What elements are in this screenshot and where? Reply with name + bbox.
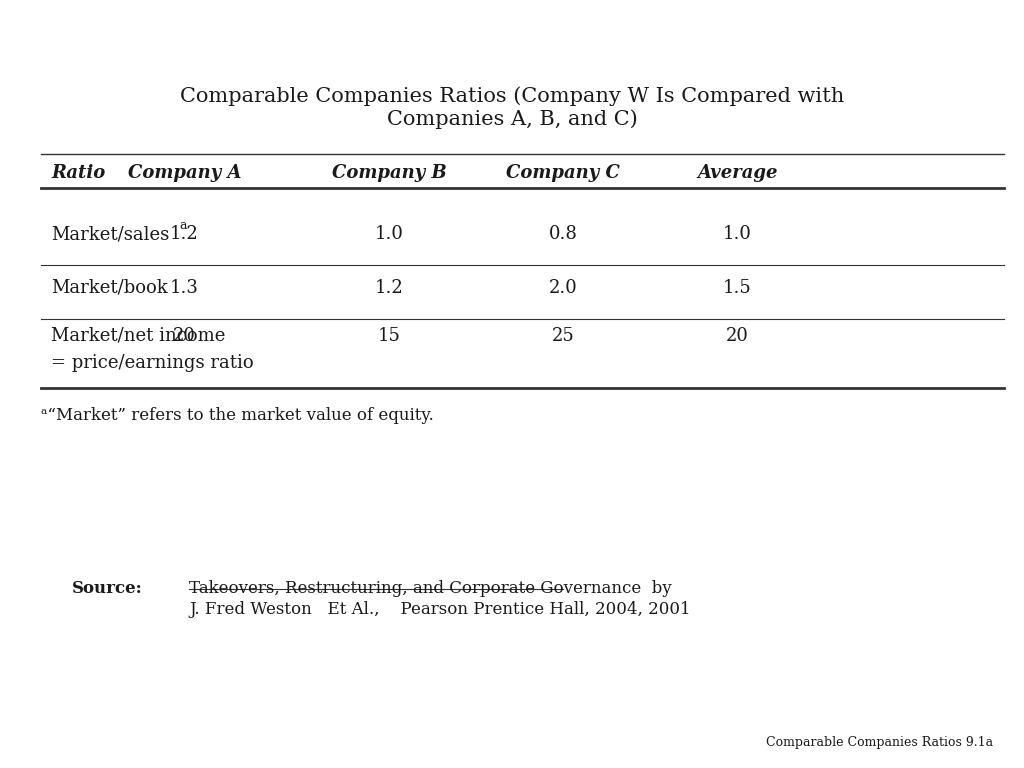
Text: 1.0: 1.0 bbox=[375, 225, 403, 243]
Text: J. Fred Weston   Et Al.,    Pearson Prentice Hall, 2004, 2001: J. Fred Weston Et Al., Pearson Prentice … bbox=[189, 601, 691, 617]
Text: 1.2: 1.2 bbox=[170, 225, 199, 243]
Text: 1.5: 1.5 bbox=[723, 279, 752, 297]
Text: 0.8: 0.8 bbox=[549, 225, 578, 243]
Text: 20: 20 bbox=[173, 326, 196, 345]
Text: Takeovers, Restructuring, and Corporate Governance  by: Takeovers, Restructuring, and Corporate … bbox=[189, 580, 672, 597]
Text: Comparable Companies Ratios (Company W Is Compared with: Comparable Companies Ratios (Company W I… bbox=[180, 86, 844, 106]
Text: Average: Average bbox=[697, 164, 777, 182]
Text: Ratio: Ratio bbox=[51, 164, 105, 182]
Text: 1.0: 1.0 bbox=[723, 225, 752, 243]
Text: Company C: Company C bbox=[506, 164, 621, 182]
Text: Company B: Company B bbox=[332, 164, 446, 182]
Text: ᵃ“Market” refers to the market value of equity.: ᵃ“Market” refers to the market value of … bbox=[41, 407, 434, 424]
Text: Market/net income: Market/net income bbox=[51, 326, 225, 345]
Text: a: a bbox=[179, 219, 186, 231]
Text: Comparable Companies Ratios 9.1a: Comparable Companies Ratios 9.1a bbox=[766, 736, 993, 749]
Text: 1.3: 1.3 bbox=[170, 279, 199, 297]
Text: 25: 25 bbox=[552, 326, 574, 345]
Text: Market/book: Market/book bbox=[51, 279, 168, 297]
Text: Company A: Company A bbox=[128, 164, 241, 182]
Text: 20: 20 bbox=[726, 326, 749, 345]
Text: 2.0: 2.0 bbox=[549, 279, 578, 297]
Text: = price/earnings ratio: = price/earnings ratio bbox=[51, 354, 254, 372]
Text: Companies A, B, and C): Companies A, B, and C) bbox=[387, 109, 637, 129]
Text: Source:: Source: bbox=[72, 580, 142, 597]
Text: 1.2: 1.2 bbox=[375, 279, 403, 297]
Text: Market/sales: Market/sales bbox=[51, 225, 169, 243]
Text: 15: 15 bbox=[378, 326, 400, 345]
